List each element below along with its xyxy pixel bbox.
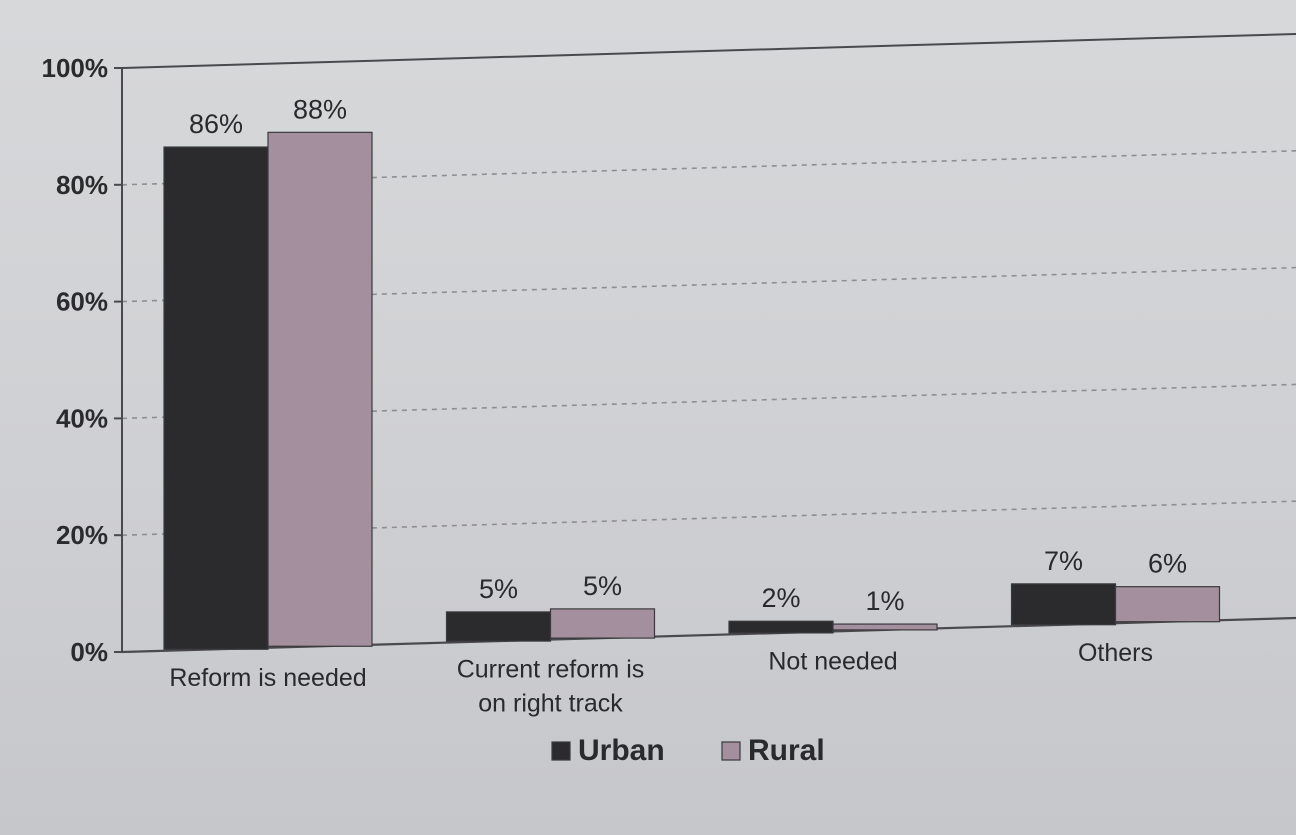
data-label-urban-current-reform-is-on-right-track: 5% — [479, 574, 518, 604]
data-label-urban-others: 7% — [1044, 546, 1083, 576]
category-label-others: Others — [1078, 639, 1153, 667]
ytick-label-100: 100% — [42, 53, 109, 83]
category-label-current-reform-is-on-right-track: Current reform is — [457, 656, 645, 684]
ytick-label-60: 60% — [56, 287, 108, 317]
data-label-urban-reform-is-needed: 86% — [189, 109, 243, 139]
category-label-current-reform-is-on-right-track-line2: on right track — [478, 690, 623, 718]
data-label-rural-current-reform-is-on-right-track: 5% — [583, 571, 622, 601]
legend-label-urban: Urban — [578, 734, 665, 767]
ytick-label-40: 40% — [56, 403, 108, 433]
bar-rural-current-reform-is-on-right-track — [549, 608, 656, 639]
data-label-rural-others: 6% — [1148, 549, 1187, 579]
bar-rural-reform-is-needed — [267, 131, 373, 647]
data-label-rural-not-needed: 1% — [865, 586, 904, 616]
bar-urban-current-reform-is-on-right-track — [445, 611, 552, 642]
bar-urban-others — [1010, 583, 1117, 626]
bar-rural-not-needed — [832, 623, 938, 631]
legend-label-rural: Rural — [748, 734, 825, 767]
bar-rural-others — [1114, 586, 1221, 623]
data-label-urban-not-needed: 2% — [761, 583, 800, 613]
category-labels: Reform is needed Current reform is on righ… — [169, 639, 1153, 717]
category-label-not-needed: Not needed — [768, 647, 897, 675]
legend-swatch-rural — [721, 741, 741, 761]
ytick-label-20: 20% — [56, 520, 108, 550]
gridlines — [121, 33, 1296, 536]
ytick-label-80: 80% — [56, 170, 108, 200]
bars — [163, 131, 1221, 650]
data-label-rural-reform-is-needed: 88% — [293, 94, 347, 124]
data-labels: 86% 88% 5% 5% 2% 1% 7% 6% — [189, 94, 1187, 616]
legend: Urban Rural — [551, 734, 825, 767]
gridline-100 — [121, 33, 1296, 69]
category-label-reform-is-needed: Reform is needed — [169, 664, 366, 692]
legend-swatch-urban — [551, 741, 571, 761]
bar-urban-not-needed — [728, 620, 834, 634]
ytick-label-0: 0% — [70, 637, 108, 667]
bar-urban-reform-is-needed — [163, 146, 269, 650]
